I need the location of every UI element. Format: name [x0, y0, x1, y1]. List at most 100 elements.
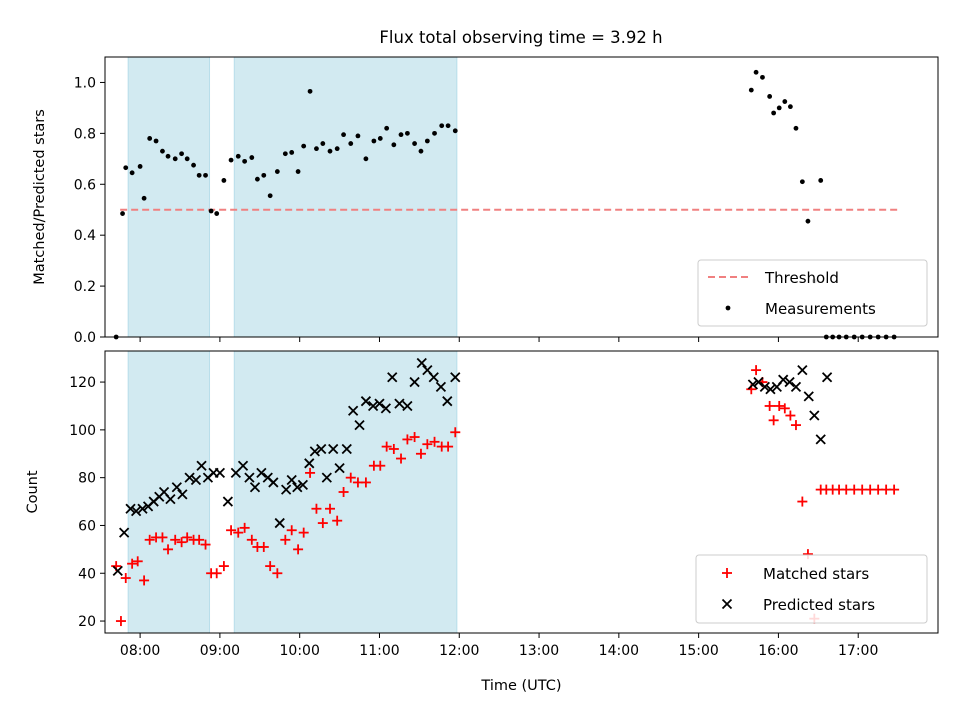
- measurement-point: [267, 193, 273, 199]
- x-tick-label: 13:00: [519, 643, 559, 659]
- predicted-x-b: [416, 357, 427, 369]
- predicted-star-point: [119, 527, 130, 538]
- measurement-point: [363, 156, 369, 162]
- measurement-point: [439, 123, 445, 129]
- matched-star-point: [415, 448, 426, 459]
- predicted-x-b: [778, 374, 789, 385]
- matched-star-point: [360, 477, 371, 488]
- predicted-star-point: [304, 458, 315, 469]
- predicted-x-b: [809, 410, 820, 421]
- matched-star-point: [286, 525, 297, 536]
- x-tick-label: 08:00: [120, 643, 160, 659]
- measurement-point: [301, 143, 307, 149]
- x-tick-label: 11:00: [359, 643, 399, 659]
- measurement-point: [179, 151, 184, 157]
- predicted-x-b: [328, 443, 339, 455]
- legend-frame: [697, 259, 928, 327]
- bottom-legend: Matched stars Predicted stars: [695, 554, 928, 624]
- measurement-point: [153, 138, 159, 144]
- predicted-x-b: [190, 474, 202, 486]
- measurement-point: [748, 87, 754, 93]
- measurement-point: [371, 138, 377, 144]
- measurement-point: [391, 142, 397, 148]
- legend-matched-label: Matched stars: [763, 565, 869, 583]
- bottom-x-ticks: 08:00 09:00 10:00 11:00 12:00 13:00 14:00 15:00…: [120, 633, 878, 659]
- measurement-point: [452, 128, 458, 134]
- measurement-point: [424, 138, 430, 144]
- measurement-point: [147, 136, 153, 141]
- measurement-point: [184, 156, 190, 162]
- matched-star-point: [764, 400, 775, 411]
- matched-star-point: [194, 534, 205, 545]
- matched-star-point: [450, 427, 461, 438]
- measurement-point: [123, 165, 129, 171]
- predicted-x-b: [304, 458, 315, 469]
- matched-star-point: [751, 365, 762, 376]
- predicted-star-point: [402, 400, 413, 412]
- predicted-x-b: [297, 479, 309, 490]
- matched-star-point: [409, 432, 420, 443]
- matched-star-point: [317, 518, 328, 529]
- predicted-star-point: [177, 489, 188, 500]
- matched-star-point: [388, 443, 399, 454]
- measurement-point: [377, 136, 383, 141]
- predicted-star-point: [784, 376, 795, 388]
- predicted-star-point: [380, 403, 391, 414]
- predicted-x-b: [309, 446, 320, 457]
- y-tick-label: 0.8: [74, 126, 96, 142]
- matched-star-point: [305, 467, 316, 478]
- predicted-x-b: [753, 376, 764, 388]
- bottom-shaded-intervals: [127, 350, 458, 634]
- predicted-star-point: [196, 460, 207, 471]
- x-tick-label: 10:00: [280, 643, 320, 659]
- shaded-interval-1: [127, 350, 211, 634]
- measurement-point: [799, 179, 805, 185]
- predicted-x-b: [442, 396, 453, 407]
- measurement-point: [137, 164, 143, 169]
- predicted-star-point: [450, 372, 461, 383]
- top-y-ticks: 0.0 0.2 0.4 0.6 0.8 1.0: [74, 75, 105, 346]
- matched-star-point: [226, 525, 237, 536]
- x-tick-label: 16:00: [758, 643, 798, 659]
- predicted-x-b: [158, 486, 170, 498]
- predicted-star-point: [778, 374, 789, 385]
- predicted-x-b: [797, 364, 808, 376]
- predicted-star-point: [125, 503, 136, 514]
- predicted-x-b: [292, 482, 303, 493]
- predicted-star-point: [249, 482, 261, 493]
- measurement-point: [160, 148, 165, 154]
- top-legend: Threshold Measurements: [697, 259, 928, 327]
- predicted-x-b: [274, 517, 285, 529]
- matched-star-point: [163, 544, 174, 555]
- predicted-star-point: [341, 443, 352, 455]
- matched-star-point: [200, 539, 211, 550]
- measurement-point: [445, 123, 451, 129]
- measurement-point: [776, 105, 782, 111]
- predicted-x-b: [316, 443, 327, 455]
- predicted-x-b: [341, 443, 352, 455]
- measurement-point: [418, 148, 424, 154]
- predicted-x-b: [354, 419, 365, 431]
- x-tick-label: 15:00: [678, 643, 718, 659]
- predicted-star-point: [309, 446, 320, 457]
- matched-star-point: [182, 532, 193, 543]
- measurement-point: [235, 153, 241, 159]
- predicted-star-point: [435, 381, 447, 392]
- predicted-x-b: [171, 482, 182, 493]
- x-tick-label: 17:00: [838, 643, 878, 659]
- matched-star-point: [272, 568, 283, 579]
- matched-star-point: [176, 537, 187, 548]
- matched-star-point: [239, 522, 250, 533]
- measurement-point: [341, 132, 346, 138]
- matched-star-point: [332, 515, 343, 526]
- predicted-star-point: [354, 419, 365, 431]
- predicted-star-point: [297, 479, 309, 490]
- measurement-point: [307, 88, 313, 94]
- predicted-star-point: [316, 443, 327, 455]
- y-tick-label: 0.4: [74, 228, 96, 244]
- bottom-y-ticks: 20 40 60 80 100 120: [69, 375, 105, 630]
- measurement-point: [320, 141, 326, 146]
- matched-star-point: [345, 472, 356, 483]
- measurement-point: [348, 141, 354, 146]
- predicted-x-b: [387, 372, 398, 383]
